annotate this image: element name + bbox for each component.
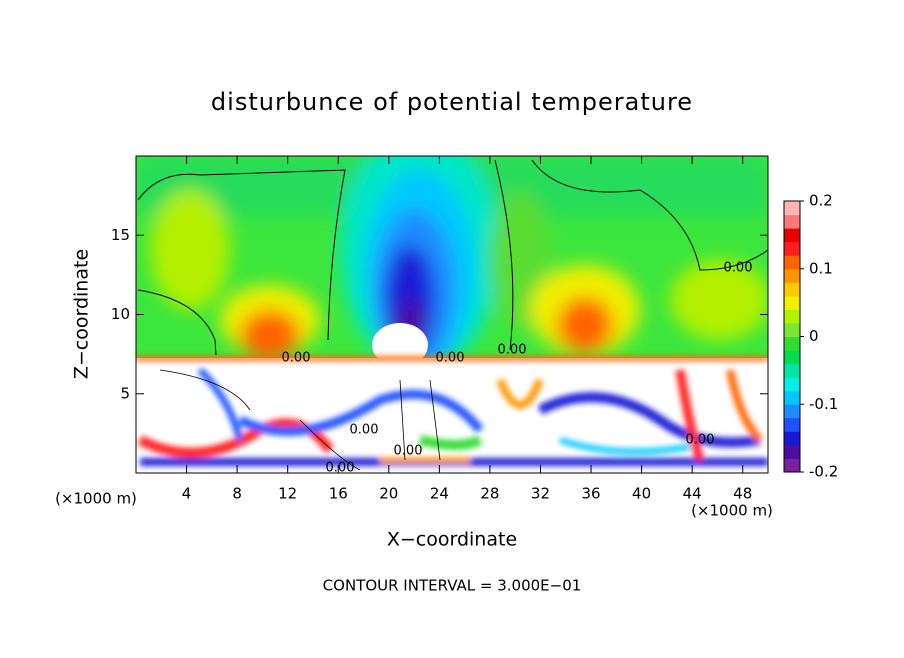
colorbar-band [784, 322, 800, 337]
y-tick-label: 15 [111, 226, 130, 244]
contour-label: 0.00 [282, 351, 311, 366]
colorbar-band [784, 255, 800, 270]
x-tick-label: 36 [581, 485, 600, 503]
y-axis-label: Z−coordinate [71, 249, 93, 379]
contour-label: 0.00 [326, 461, 355, 476]
contour-label: 0.00 [394, 444, 423, 459]
x-tick-label: 8 [232, 485, 242, 503]
x-tick-label: 48 [733, 485, 752, 503]
chart-title: disturbunce of potential temperature [211, 88, 693, 116]
footer-note: CONTOUR INTERVAL = 3.000E−01 [323, 577, 582, 595]
colorbar-band [784, 241, 800, 256]
colorbar-band [784, 295, 800, 310]
colorbar-band [784, 268, 800, 283]
field [136, 156, 768, 473]
x-tick-label: 4 [182, 485, 192, 503]
x-tick-label: 40 [632, 485, 651, 503]
x-tick-label: 32 [531, 485, 550, 503]
colorbar-band [784, 309, 800, 324]
colorbar-band [784, 404, 800, 419]
colorbar-band [784, 458, 800, 473]
colorbar-band [784, 377, 800, 392]
colorbar-band [784, 228, 800, 243]
colorbar-tick-label: 0.1 [809, 259, 833, 277]
colorbar-band [784, 350, 800, 365]
colorbar-band [784, 431, 800, 446]
colorbar-band [784, 390, 800, 405]
y-tick-label: 10 [111, 305, 130, 323]
contour-label: 0.00 [350, 423, 379, 438]
contour-label: 0.00 [498, 343, 527, 358]
contour-label: 0.00 [724, 261, 753, 276]
colorbar-tick-label: -0.1 [809, 395, 838, 413]
colorbar-band [784, 336, 800, 351]
colorbar-band [784, 363, 800, 378]
y-tick-label: 5 [120, 384, 130, 402]
x-axis-label: X−coordinate [387, 529, 517, 551]
x-tick-label: 28 [480, 485, 499, 503]
x-tick-label: 16 [329, 485, 348, 503]
colorbar-band [784, 282, 800, 297]
colorbar-band [784, 444, 800, 459]
x-tick-label: 20 [379, 485, 398, 503]
colorbar-band [784, 201, 800, 216]
contour-label: 0.00 [436, 351, 465, 366]
colorbar-tick-label: 0 [809, 327, 819, 345]
colorbar-tick-label: -0.2 [809, 463, 838, 481]
y-unit-label: (×1000 m) [55, 490, 137, 508]
x-unit-label: (×1000 m) [691, 502, 773, 520]
x-tick-label: 44 [683, 485, 702, 503]
contour-label: 0.00 [686, 433, 715, 448]
colorbar-tick-label: 0.2 [809, 192, 833, 210]
x-tick-label: 24 [430, 485, 449, 503]
x-tick-label: 12 [278, 485, 297, 503]
colorbar-band [784, 214, 800, 229]
colorbar-band [784, 417, 800, 432]
